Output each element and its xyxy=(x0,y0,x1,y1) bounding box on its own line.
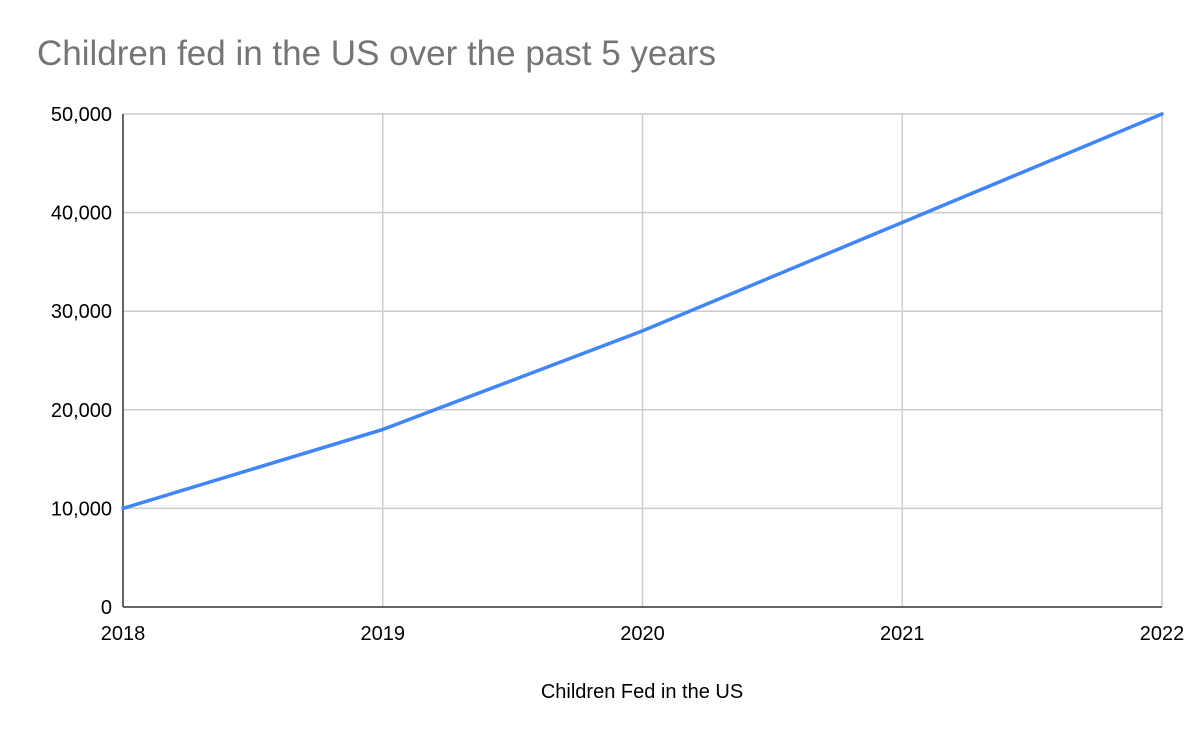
chart-title: Children fed in the US over the past 5 y… xyxy=(37,34,716,73)
x-tick-label: 2020 xyxy=(620,623,665,645)
y-tick-label: 10,000 xyxy=(51,498,112,520)
series-line xyxy=(121,112,1164,511)
y-tick-label: 20,000 xyxy=(51,400,112,422)
y-tick-label: 30,000 xyxy=(51,301,112,323)
x-tick-label: 2022 xyxy=(1140,623,1185,645)
y-tick-label: 40,000 xyxy=(51,203,112,225)
x-tick-label: 2018 xyxy=(101,623,146,645)
y-tick-label: 50,000 xyxy=(51,104,112,126)
x-axis-title: Children Fed in the US xyxy=(541,681,743,703)
axes xyxy=(122,114,1162,608)
y-tick-labels: 0 10,000 20,000 30,000 40,000 50,000 xyxy=(51,104,112,619)
x-tick-label: 2019 xyxy=(361,623,406,645)
gridlines xyxy=(123,113,1163,607)
x-tick-label: 2021 xyxy=(880,623,925,645)
y-tick-label: 0 xyxy=(101,597,112,619)
x-tick-labels: 2018 2019 2020 2021 2022 xyxy=(101,623,1185,645)
series-layer xyxy=(121,112,1164,511)
